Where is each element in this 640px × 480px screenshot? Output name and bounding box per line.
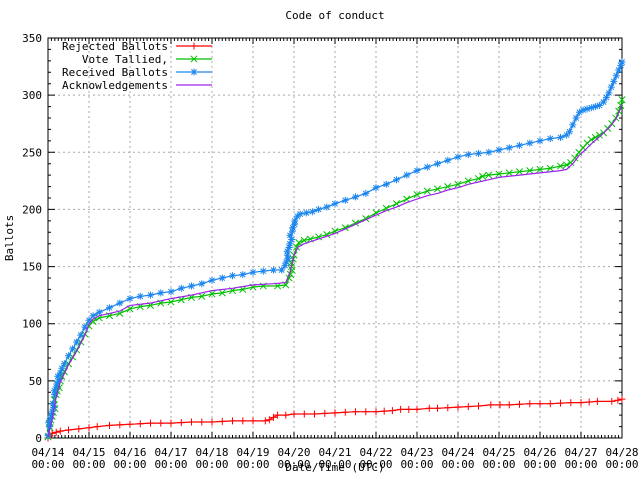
series-vote-tallied-markers: [44, 96, 626, 441]
x-tick-time: 00:00: [441, 458, 474, 471]
x-tick-labels: 04/1400:0004/1500:0004/1600:0004/1700:00…: [31, 446, 638, 471]
x-tick-time: 00:00: [113, 458, 146, 471]
series-vote-tallied: [44, 96, 626, 441]
legend-label-rejected-ballots: Rejected Ballots: [62, 40, 168, 53]
y-tick-label: 300: [22, 89, 42, 102]
chart-title: Code of conduct: [285, 9, 384, 22]
x-tick-time: 00:00: [564, 458, 597, 471]
y-tick-label: 200: [22, 203, 42, 216]
legend: Rejected Ballots Vote Tallied, Received …: [62, 40, 212, 92]
data-series: [44, 58, 626, 442]
y-tick-label: 0: [35, 432, 42, 445]
legend-sample-cross-icon: [190, 55, 198, 63]
legend-samples: [176, 42, 212, 86]
x-tick-date: 04/25: [482, 446, 515, 459]
x-tick-date: 04/28: [605, 446, 638, 459]
y-axis-label: Ballots: [3, 215, 16, 261]
x-tick-time: 00:00: [318, 458, 351, 471]
x-axis-label: Date/Time (UTC): [285, 461, 384, 474]
legend-label-received-ballots: Received Ballots: [62, 66, 168, 79]
x-tick-time: 00:00: [72, 458, 105, 471]
x-tick-time: 00:00: [277, 458, 310, 471]
x-tick-time: 00:00: [359, 458, 392, 471]
y-tick-labels: 0 50 100 150 200 250 300 350: [22, 32, 42, 445]
y-tick-label: 150: [22, 261, 42, 274]
x-tick-time: 00:00: [154, 458, 187, 471]
x-tick-time: 00:00: [605, 458, 638, 471]
x-tick-date: 04/14: [31, 446, 64, 459]
x-tick-time: 00:00: [400, 458, 433, 471]
grid-lines: [47, 37, 623, 439]
x-tick-time: 00:00: [31, 458, 64, 471]
x-tick-date: 04/27: [564, 446, 597, 459]
x-tick-date: 04/23: [400, 446, 433, 459]
series-acknowledgements-line: [47, 104, 623, 438]
legend-sample-asterisk-icon: [190, 68, 198, 76]
legend-label-vote-tallied: Vote Tallied,: [82, 53, 168, 66]
x-tick-date: 04/20: [277, 446, 310, 459]
x-tick-date: 04/22: [359, 446, 392, 459]
y-tick-label: 250: [22, 146, 42, 159]
series-acknowledgements: [47, 104, 623, 438]
legend-sample-plus-icon: [190, 42, 198, 50]
x-tick-time: 00:00: [482, 458, 515, 471]
legend-label-acknowledgements: Acknowledgements: [62, 79, 168, 92]
x-tick-date: 04/19: [236, 446, 269, 459]
y-tick-label: 50: [29, 375, 42, 388]
x-tick-date: 04/17: [154, 446, 187, 459]
x-tick-date: 04/18: [195, 446, 228, 459]
x-tick-time: 00:00: [195, 458, 228, 471]
x-tick-date: 04/15: [72, 446, 105, 459]
series-received-ballots-line: [47, 61, 623, 436]
x-tick-date: 04/16: [113, 446, 146, 459]
y-tick-label: 350: [22, 32, 42, 45]
y-tick-label: 100: [22, 318, 42, 331]
x-tick-date: 04/24: [441, 446, 474, 459]
plot-border: [47, 37, 623, 439]
x-tick-time: 00:00: [236, 458, 269, 471]
x-tick-time: 00:00: [523, 458, 556, 471]
x-tick-date: 04/26: [523, 446, 556, 459]
x-tick-date: 04/21: [318, 446, 351, 459]
